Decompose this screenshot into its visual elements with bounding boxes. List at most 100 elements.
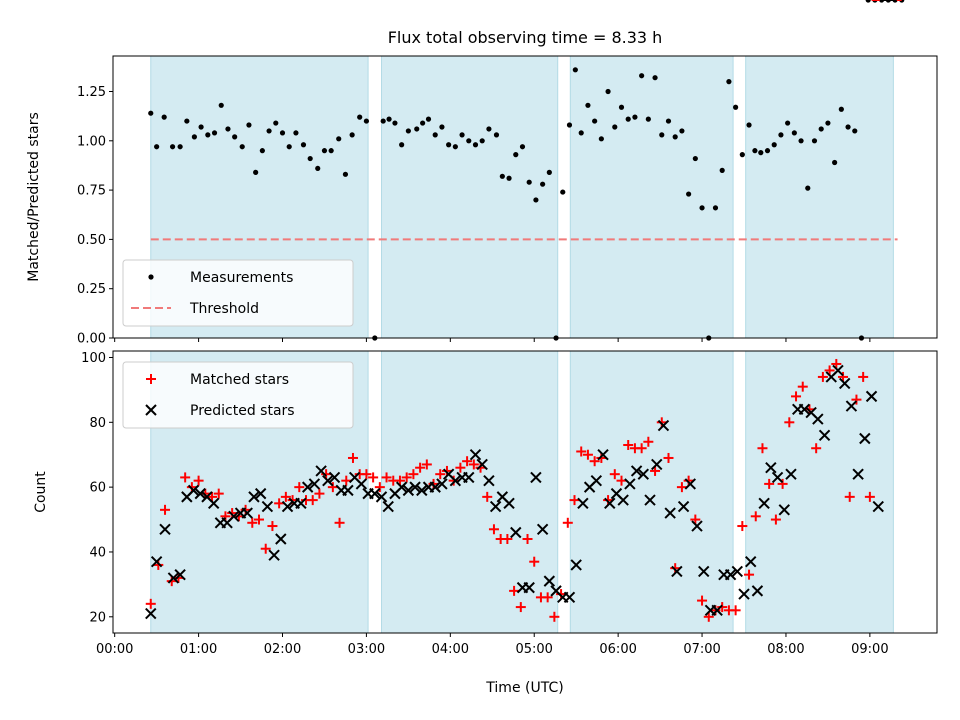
- cross-b: [798, 403, 811, 416]
- predicted-star-point: [570, 559, 582, 571]
- legend-dot: [148, 274, 154, 280]
- measurement-point: [177, 144, 183, 150]
- predicted-star-point: [872, 500, 884, 513]
- predicted-star-point: [590, 474, 603, 487]
- predicted-star-point: [449, 474, 462, 487]
- matched-star-point: [509, 585, 520, 596]
- cross-b: [872, 500, 884, 513]
- predicted-star-point: [510, 526, 522, 539]
- measurement-point: [439, 124, 445, 130]
- measurement-point: [432, 132, 438, 138]
- legend-cross-b: [145, 404, 157, 416]
- cross-b: [677, 500, 690, 513]
- matched-star-point: [596, 452, 607, 463]
- measurement-point: [865, 0, 871, 3]
- measurement-point: [679, 128, 685, 134]
- measurement-point: [300, 142, 307, 148]
- matched-star-point: [717, 602, 728, 613]
- cross-b: [207, 497, 220, 510]
- x-tick-label: 00:00: [96, 642, 133, 657]
- predicted-star-point: [838, 377, 851, 390]
- measurement-point: [785, 120, 791, 126]
- measurement-point: [357, 114, 363, 120]
- predicted-star-point: [429, 481, 441, 493]
- cross-b: [503, 497, 515, 510]
- y-tick-label: 0.50: [77, 233, 106, 248]
- x-tick-label: 02:00: [264, 642, 301, 657]
- x-tick-label: 08:00: [767, 642, 804, 657]
- cross-b: [295, 497, 307, 510]
- matched-star-point: [650, 465, 661, 476]
- predicted-star-point: [677, 500, 690, 513]
- measurement-point: [459, 132, 465, 138]
- matched-star-point: [784, 417, 795, 428]
- predicted-star-point: [268, 549, 280, 561]
- matched-star-point: [314, 488, 325, 499]
- measurement-point: [533, 197, 539, 203]
- measurement-point: [342, 171, 349, 177]
- predicted-star-point: [536, 523, 549, 535]
- predicted-star-point: [375, 491, 388, 503]
- cross-b: [268, 549, 280, 561]
- predicted-star-point: [469, 449, 482, 461]
- predicted-star-point: [315, 465, 327, 477]
- plot-frame: [112, 350, 938, 634]
- matched-star-point: [287, 495, 298, 506]
- measurement-point: [818, 126, 824, 132]
- x-tick-label: 05:00: [515, 642, 552, 657]
- measurement-point: [420, 120, 426, 126]
- cross-b: [771, 471, 784, 484]
- measurement-point: [618, 104, 625, 110]
- matched-star-point: [770, 514, 781, 525]
- measurement-point: [169, 144, 176, 150]
- measurement-point: [479, 138, 485, 144]
- measurement-point: [592, 118, 598, 124]
- cross-b: [342, 484, 354, 497]
- cross-b: [805, 406, 817, 419]
- cross-b: [610, 487, 623, 500]
- cross-b: [429, 481, 441, 493]
- legend-label: Predicted stars: [190, 403, 295, 419]
- matched-star-point: [609, 469, 620, 480]
- predicted-star-point: [355, 478, 368, 490]
- cross-b: [597, 449, 609, 461]
- predicted-star-point: [342, 484, 354, 497]
- cross-b: [778, 504, 790, 516]
- measurement-point: [605, 88, 611, 95]
- predicted-star-point: [577, 497, 589, 510]
- y-tick-label: 40: [89, 545, 106, 560]
- legend-label: Threshold: [189, 301, 259, 317]
- plot-frame: [112, 55, 938, 339]
- cross-b: [684, 478, 697, 490]
- measurement-point: [205, 132, 211, 138]
- measurement-point: [672, 134, 678, 140]
- predicted-star-point: [248, 491, 260, 503]
- cross-b: [201, 491, 213, 503]
- cross-b: [254, 487, 267, 500]
- legend-box: [122, 259, 354, 327]
- measurement-point: [612, 124, 618, 130]
- y-tick-label: 0.75: [77, 184, 106, 199]
- matched-star-point: [193, 475, 204, 486]
- cross-b: [275, 533, 287, 545]
- matched-star-point: [576, 446, 587, 457]
- y-tick-label: 1.25: [77, 85, 106, 100]
- cross-b: [174, 568, 186, 581]
- matched-star-point: [515, 602, 526, 613]
- predicted-star-point: [275, 533, 287, 545]
- predicted-star-point: [409, 481, 421, 493]
- measurement-point: [572, 67, 578, 73]
- cross-b: [550, 585, 562, 597]
- cross-b: [812, 413, 824, 425]
- predicted-star-point: [187, 484, 200, 497]
- measurement-point: [625, 116, 631, 122]
- predicted-star-point: [322, 474, 334, 487]
- legend-label: Measurements: [190, 270, 293, 286]
- measurement-point: [266, 128, 272, 134]
- matched-star-point: [737, 521, 748, 532]
- cross-b: [355, 478, 368, 490]
- matched-star-point: [730, 605, 741, 616]
- cross-b: [657, 419, 670, 432]
- cross-b: [724, 568, 737, 581]
- measurement-point: [499, 173, 505, 179]
